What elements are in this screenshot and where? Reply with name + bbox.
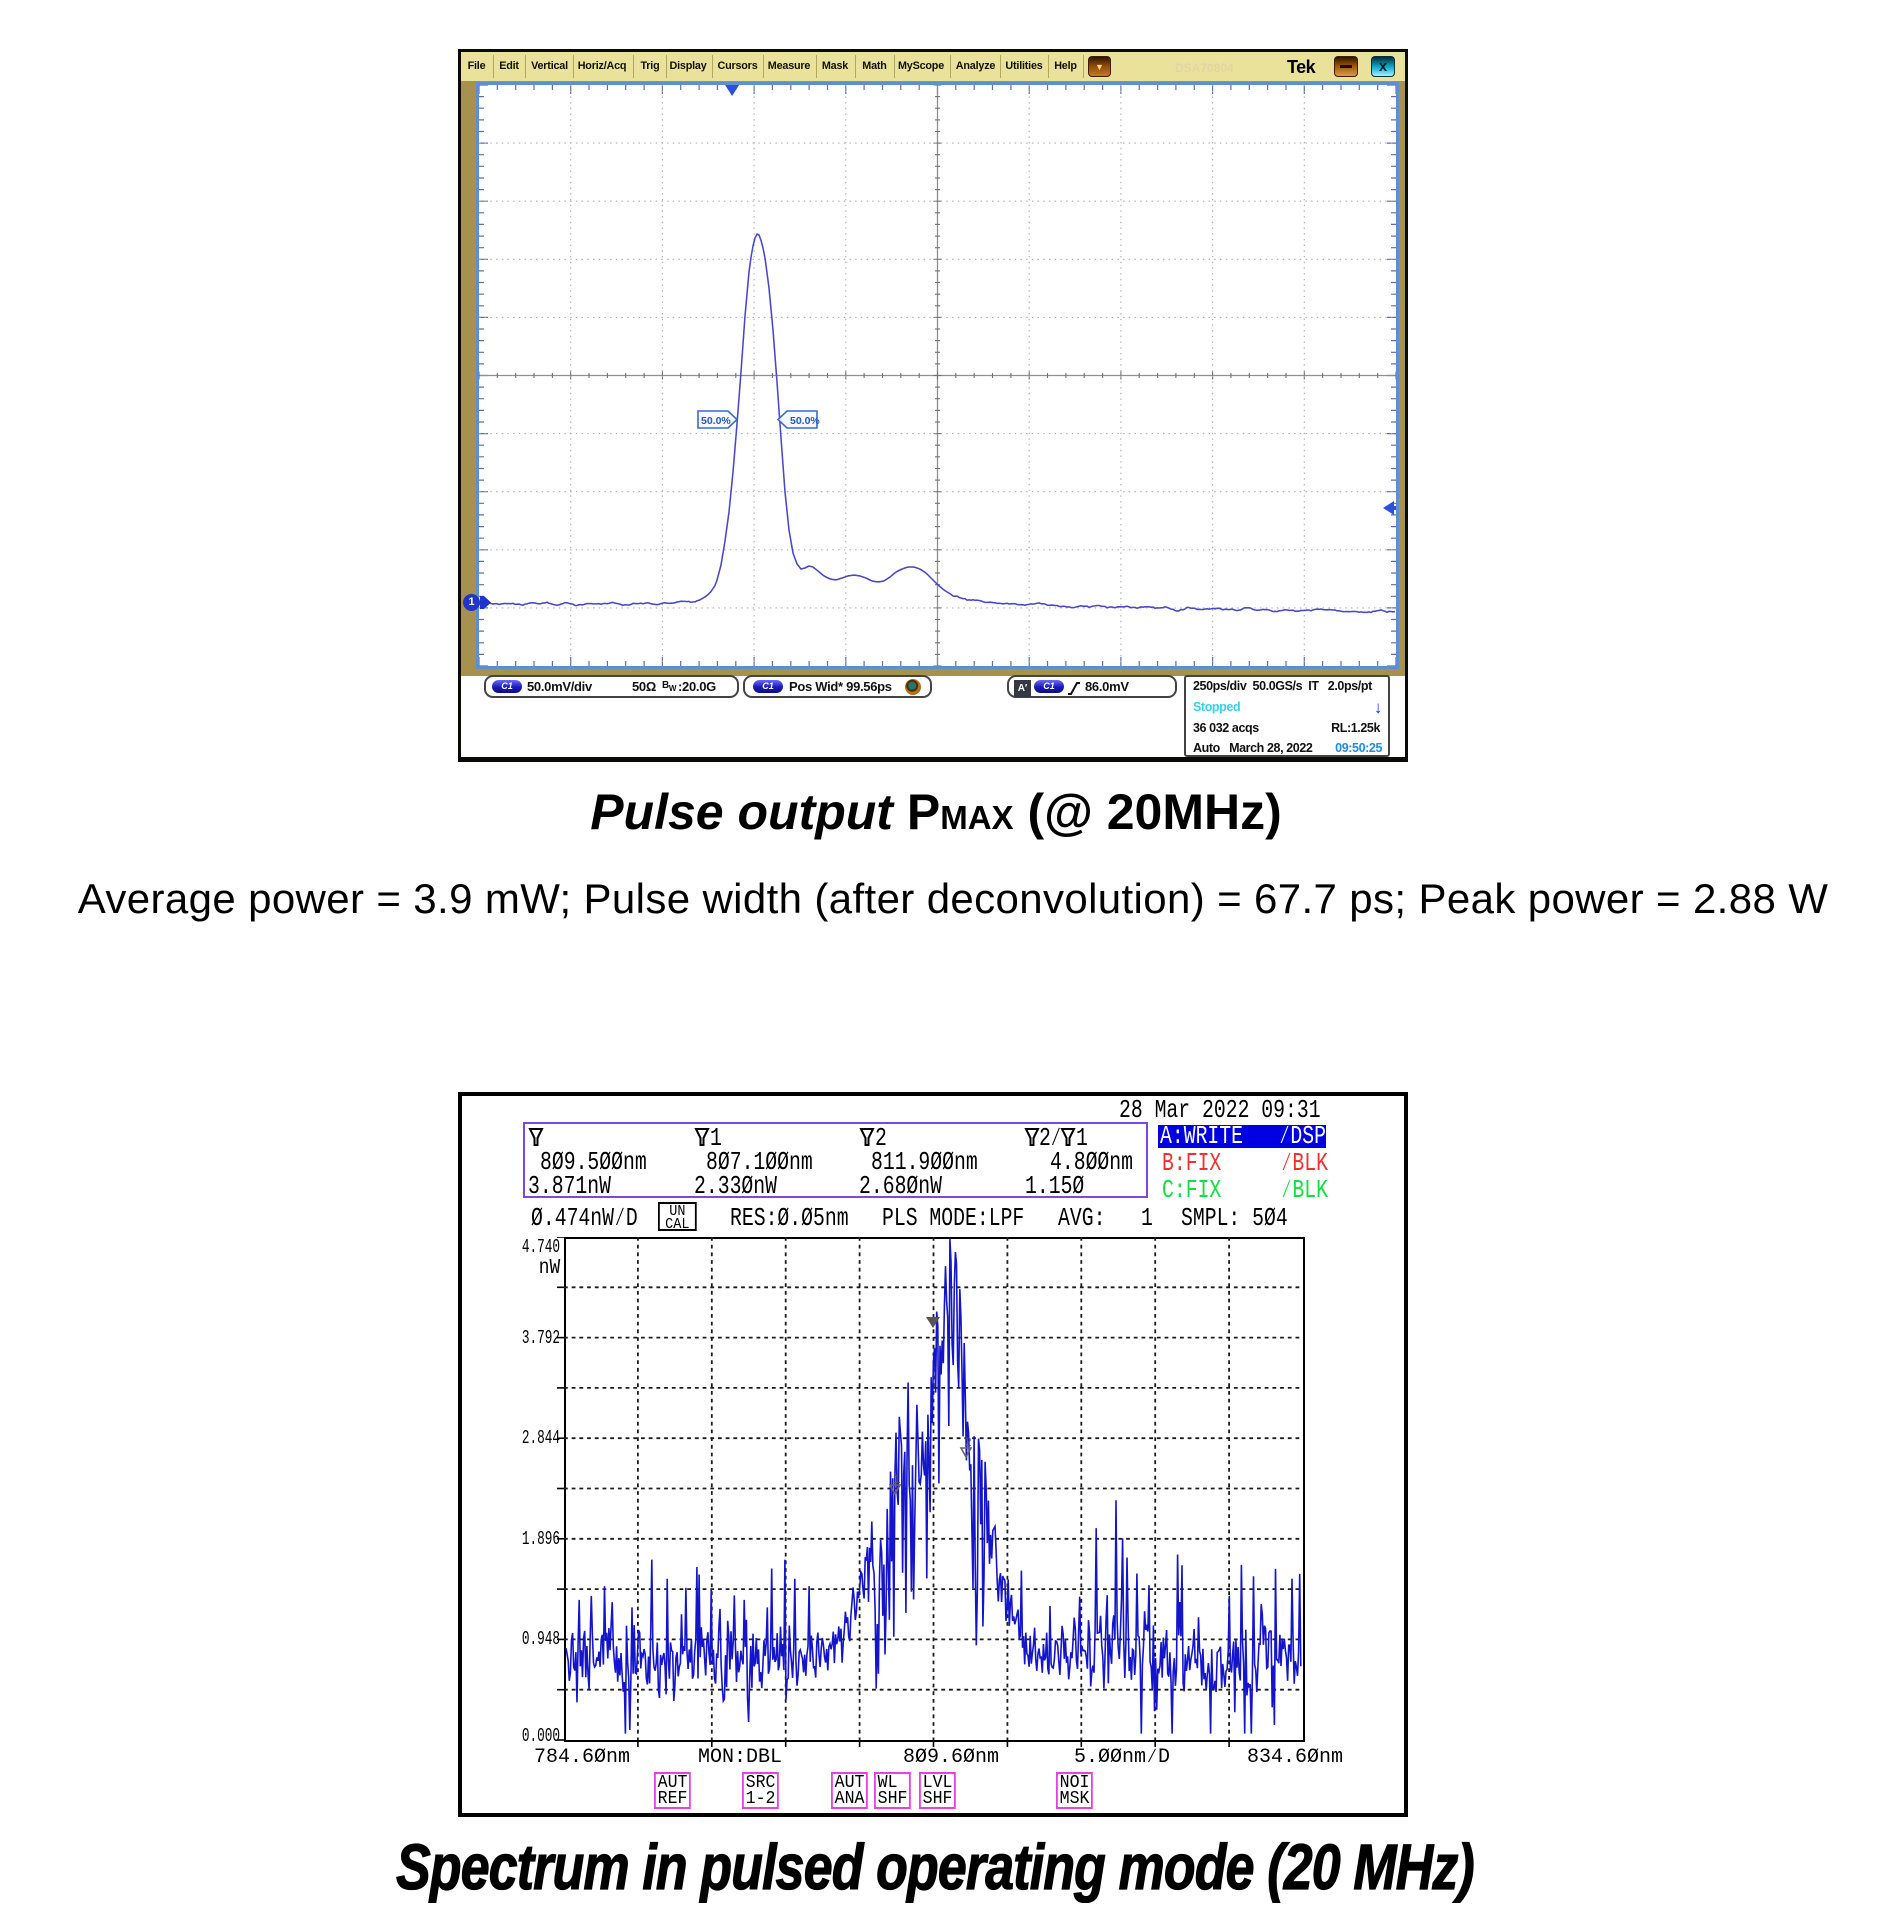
- svg-text:2: 2: [964, 1435, 972, 1450]
- svg-text:50.0%: 50.0%: [701, 415, 731, 427]
- svg-text:1: 1: [893, 1472, 901, 1487]
- svg-text:50.0%: 50.0%: [790, 415, 820, 427]
